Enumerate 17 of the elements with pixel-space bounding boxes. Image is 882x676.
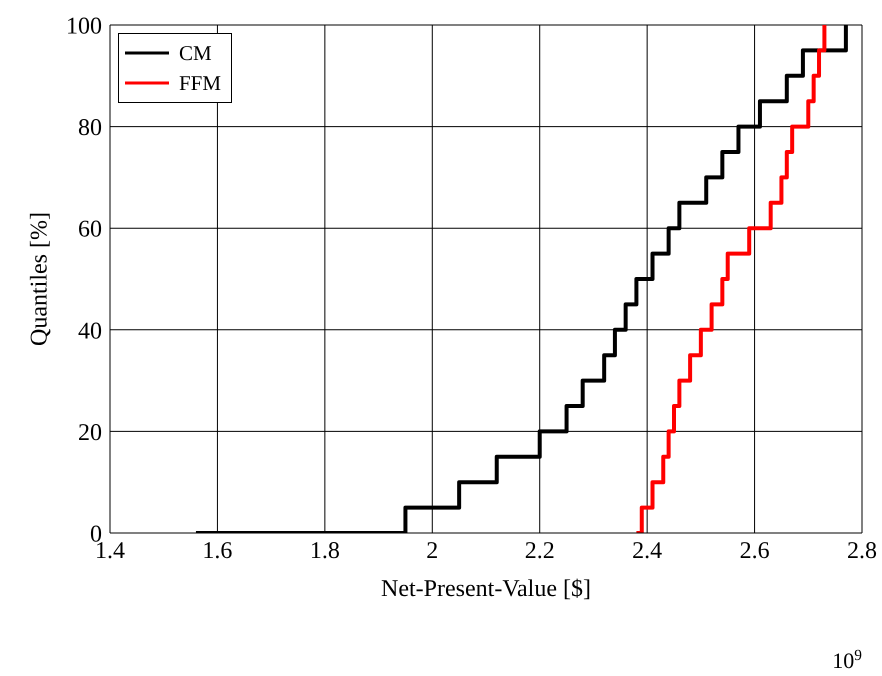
x-tick-label: 2.4 bbox=[632, 538, 662, 564]
y-tick-label: 40 bbox=[78, 318, 102, 344]
legend-label: FFM bbox=[179, 70, 222, 96]
y-tick-label: 60 bbox=[78, 216, 102, 243]
y-tick-label: 20 bbox=[78, 420, 102, 446]
y-tick-label: 100 bbox=[66, 14, 102, 40]
x-tick-label: 2.6 bbox=[740, 538, 770, 564]
y-axis-title: Quantiles [%] bbox=[26, 212, 53, 346]
x-tick-label: 2 bbox=[426, 538, 438, 564]
x-tick-label: 2.2 bbox=[524, 538, 555, 564]
legend-label: CM bbox=[179, 40, 212, 66]
x-tick-label: 1.6 bbox=[202, 538, 232, 564]
text: 10$^{9}$ bbox=[832, 646, 862, 673]
x-axis-title: Net-Present-Value [$] bbox=[381, 576, 591, 602]
x-tick-label: 2.8 bbox=[847, 538, 877, 564]
x-tick-label: 1.8 bbox=[310, 538, 340, 564]
y-tick-label: 80 bbox=[78, 115, 102, 142]
